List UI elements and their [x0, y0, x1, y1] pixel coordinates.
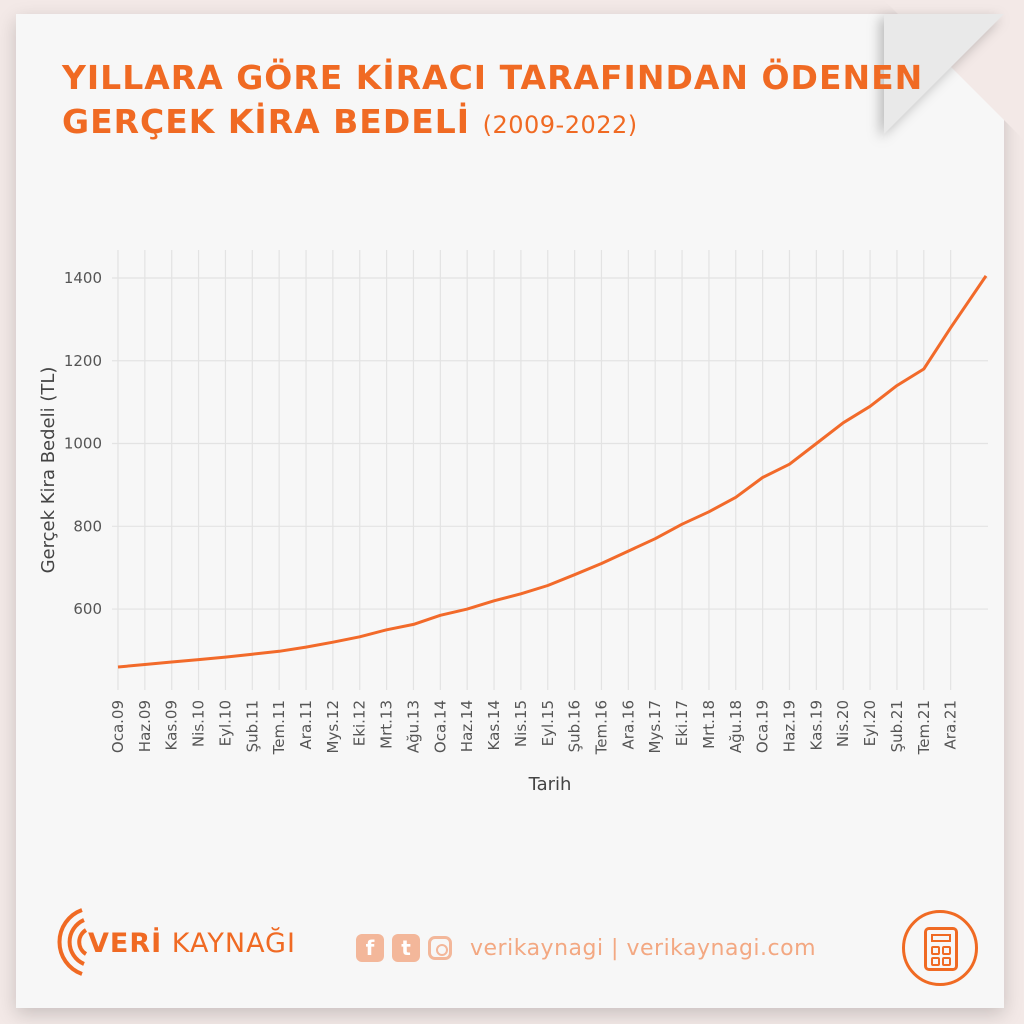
calculator-body — [924, 927, 958, 971]
twitter-icon[interactable]: t — [392, 934, 420, 962]
chart-grid — [112, 250, 988, 690]
y-tick-label: 600 — [73, 600, 102, 618]
x-tick-label: Ara.16 — [619, 700, 637, 749]
brand-logo: VERİ KAYNAĞI — [42, 900, 302, 980]
x-tick-label: Eyl.20 — [861, 700, 879, 746]
x-tick-label: Kas.09 — [163, 700, 181, 750]
x-tick-label: Haz.09 — [136, 700, 154, 752]
x-tick-label: Mrt.13 — [378, 700, 396, 749]
calculator-key — [942, 957, 951, 966]
social-handle-text: verikaynagi | verikaynagi.com — [470, 935, 817, 961]
calculator-icon — [902, 910, 978, 986]
x-tick-label: Ara.21 — [942, 700, 960, 749]
x-tick-label: Mys.12 — [324, 700, 342, 754]
x-tick-label: Tem.16 — [592, 700, 610, 755]
x-tick-label: Oca.19 — [754, 700, 772, 753]
page-curl — [884, 14, 1004, 134]
y-tick-label: 800 — [73, 517, 102, 535]
x-tick-label: Nis.15 — [512, 700, 530, 747]
x-tick-label: Ağu.18 — [727, 700, 745, 753]
brand-arc-icon — [57, 908, 88, 976]
x-tick-label: Şub.16 — [566, 700, 584, 752]
x-tick-label: Oca.09 — [109, 700, 127, 753]
calculator-screen — [931, 934, 951, 942]
x-tick-label: Kas.14 — [485, 700, 503, 750]
x-tick-label: Kas.19 — [807, 700, 825, 750]
brand-bold: VERİ — [88, 928, 163, 959]
x-tick-label: Ağu.13 — [404, 700, 422, 753]
twitter-glyph: t — [401, 936, 411, 960]
x-tick-label: Nis.10 — [190, 700, 208, 747]
x-tick-label: Mrt.18 — [700, 700, 718, 749]
x-tick-label: Haz.19 — [781, 700, 799, 752]
calculator-key — [931, 957, 940, 966]
x-tick-label: Eyl.15 — [539, 700, 557, 746]
facebook-glyph: f — [365, 936, 375, 960]
instagram-icon[interactable] — [428, 936, 452, 960]
brand-rest: KAYNAĞI — [162, 928, 296, 959]
x-axis-label: Tarih — [528, 774, 572, 795]
x-tick-label: Tem.21 — [915, 700, 933, 755]
chart-title: YILLARA GÖRE KİRACI TARAFINDAN ÖDENEN GE… — [62, 56, 942, 147]
series-line — [117, 275, 988, 669]
facebook-icon[interactable]: f — [356, 934, 384, 962]
x-tick-label: Mys.17 — [646, 700, 664, 754]
brand-name: VERİ KAYNAĞI — [88, 928, 296, 959]
card-background — [16, 14, 1004, 1008]
x-tick-label: Şub.11 — [243, 700, 261, 752]
x-tick-label: Haz.14 — [458, 700, 476, 752]
title-main: GERÇEK KİRA BEDELİ — [62, 102, 471, 141]
x-tick-label: Eki.12 — [351, 700, 369, 746]
x-axis-ticks: Oca.09 Haz.09 Kas.09 Nis.10 Eyl.10 Şub.11 Tem.… — [109, 700, 960, 755]
x-tick-label: Ara.11 — [297, 700, 315, 749]
x-tick-label: Eki.17 — [673, 700, 691, 746]
title-line-1: YILLARA GÖRE KİRACI TARAFINDAN ÖDENEN — [62, 58, 924, 97]
social-links: f t verikaynagi | verikaynagi.com — [356, 930, 816, 966]
title-subtitle: (2009-2022) — [482, 111, 638, 139]
calculator-key — [931, 946, 940, 955]
calculator-key — [942, 946, 951, 955]
x-tick-label: Tem.11 — [270, 700, 288, 755]
x-tick-label: Nis.20 — [834, 700, 852, 747]
x-tick-label: Eyl.10 — [216, 700, 234, 746]
y-tick-label: 1400 — [64, 269, 102, 287]
x-tick-label: Oca.14 — [431, 700, 449, 753]
x-tick-label: Şub.21 — [888, 700, 906, 752]
y-tick-label: 1200 — [64, 352, 102, 370]
title-line-2: GERÇEK KİRA BEDELİ (2009-2022) — [62, 100, 942, 147]
y-axis-ticks: 600 800 1000 1200 1400 — [64, 269, 102, 618]
y-tick-label: 1000 — [64, 435, 102, 453]
y-axis-label: Gerçek Kira Bedeli (TL) — [38, 367, 59, 574]
